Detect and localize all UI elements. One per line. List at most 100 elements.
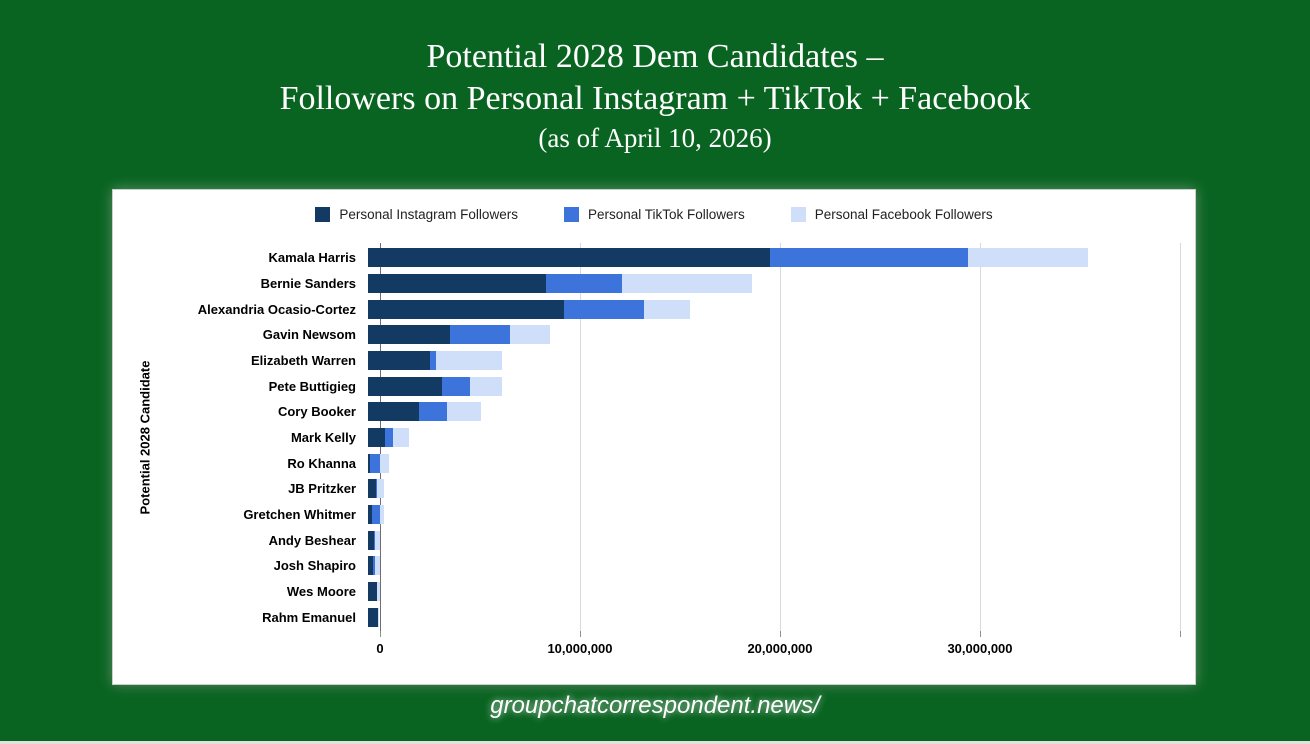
x-axis-tick-label: 10,000,000	[547, 641, 613, 656]
bar-segment-facebook	[375, 556, 380, 576]
bar-segment-facebook	[436, 351, 502, 371]
chart-row: Cory Booker	[113, 399, 1197, 425]
candidate-label: Pete Buttigieg	[268, 378, 356, 394]
candidate-label: Josh Shapiro	[273, 558, 356, 574]
bar-segment-instagram	[368, 274, 546, 293]
bar-segment-tiktok	[385, 428, 393, 448]
bar-segment-tiktok	[373, 530, 375, 550]
x-axis-tick	[580, 631, 581, 637]
candidate-label: Mark Kelly	[290, 430, 356, 446]
bar-segment-instagram	[368, 607, 378, 627]
bar-segment-instagram	[368, 530, 374, 550]
stacked-bar	[368, 582, 380, 602]
bar-segment-facebook	[622, 274, 752, 293]
bar-segment-instagram	[368, 582, 377, 602]
stacked-bar	[368, 453, 389, 473]
chart-row: JB Pritzker	[113, 476, 1197, 502]
vertical-gridline	[980, 243, 981, 631]
chart-legend: Personal Instagram Followers Personal Tik…	[113, 207, 1195, 222]
stacked-bar	[368, 402, 481, 422]
legend-label: Personal TikTok Followers	[587, 207, 745, 222]
vertical-gridline	[1180, 243, 1181, 631]
candidate-label: Wes Moore	[286, 584, 356, 600]
x-axis-tick-label: 20,000,000	[747, 641, 813, 656]
bar-segment-instagram	[368, 453, 370, 473]
stacked-bar	[368, 479, 384, 499]
bar-segment-instagram	[368, 428, 385, 448]
x-axis-tick	[780, 631, 781, 637]
chart-row: Josh Shapiro	[113, 553, 1197, 579]
legend-color-chip	[563, 207, 579, 222]
bar-segment-tiktok	[373, 556, 375, 576]
x-axis-tick-label: 0	[376, 641, 384, 656]
candidate-label: Gavin Newsom	[262, 327, 356, 343]
stacked-bar	[368, 376, 502, 396]
bar-segment-facebook	[447, 402, 481, 422]
bar-segment-tiktok	[430, 351, 436, 371]
legend-label: Personal Instagram Followers	[339, 207, 518, 222]
vertical-gridline	[780, 243, 781, 631]
plot-area: Kamala Harris Bernie Sanders Alexandria Oc…	[113, 243, 1197, 656]
candidate-label: Kamala Harris	[268, 250, 356, 266]
bar-segment-tiktok	[770, 248, 968, 268]
bar-segment-facebook	[968, 248, 1088, 268]
candidate-label: Ro Khanna	[287, 455, 356, 471]
chart-row: Pete Buttigieg	[113, 373, 1197, 399]
bar-segment-instagram	[368, 351, 430, 371]
chart-row: Kamala Harris	[113, 245, 1197, 271]
stacked-bar	[368, 351, 502, 371]
source-url: groupchatcorrespondent.news/	[490, 692, 820, 719]
bar-segment-facebook	[644, 299, 690, 319]
bar-segment-facebook	[377, 582, 380, 602]
candidate-label: Bernie Sanders	[260, 276, 356, 291]
bar-segment-facebook	[374, 530, 380, 550]
stacked-bar	[368, 428, 409, 448]
legend-color-chip	[315, 207, 331, 222]
bar-segment-facebook	[510, 325, 550, 345]
bar-segment-instagram	[368, 556, 373, 576]
title-line-2: Followers on Personal Instagram + TikTok…	[279, 80, 1031, 117]
bottom-edge-strip	[0, 741, 1310, 744]
chart-row: Andy Beshear	[113, 527, 1197, 553]
chart-row: Gretchen Whitmer	[113, 502, 1197, 528]
chart-panel: Personal Instagram Followers Personal Tik…	[112, 189, 1196, 685]
x-axis-tick	[980, 631, 981, 637]
candidate-label: Alexandria Ocasio-Cortez	[197, 301, 356, 317]
candidate-label: Andy Beshear	[268, 532, 356, 548]
bar-segment-facebook	[380, 453, 389, 473]
chart-title: Potential 2028 Dem Candidates – Follower…	[0, 36, 1310, 156]
bar-segment-instagram	[368, 299, 564, 319]
bar-segment-facebook	[377, 479, 384, 499]
chart-row: Ro Khanna	[113, 450, 1197, 476]
stacked-bar	[368, 530, 380, 550]
bar-segment-instagram	[368, 325, 450, 345]
chart-row: Alexandria Ocasio-Cortez	[113, 296, 1197, 322]
chart-row: Gavin Newsom	[113, 322, 1197, 348]
chart-row: Rahm Emanuel	[113, 604, 1197, 630]
bar-rows: Kamala Harris Bernie Sanders Alexandria Oc…	[113, 245, 1197, 630]
stacked-bar	[368, 325, 550, 345]
chart-row: Bernie Sanders	[113, 271, 1197, 297]
candidate-label: Rahm Emanuel	[262, 609, 356, 625]
candidate-label: Gretchen Whitmer	[243, 507, 356, 523]
candidate-label: Cory Booker	[277, 404, 356, 420]
title-line-1: Potential 2028 Dem Candidates –	[426, 38, 884, 75]
bar-segment-instagram	[368, 479, 376, 499]
stacked-bar	[368, 248, 1088, 268]
x-axis-tick	[1180, 631, 1181, 637]
bar-segment-tiktok	[564, 299, 644, 319]
bar-segment-tiktok	[546, 274, 622, 293]
bar-segment-instagram	[368, 248, 770, 268]
title-subtitle-date: (as of April 10, 2026)	[538, 123, 772, 153]
x-axis-tick-label: 30,000,000	[947, 641, 1013, 656]
chart-row: Wes Moore	[113, 579, 1197, 605]
bar-segment-facebook	[380, 505, 385, 525]
x-axis-tick	[380, 631, 381, 637]
bar-segment-facebook	[378, 607, 379, 627]
legend-label: Personal Facebook Followers	[814, 207, 993, 222]
bar-segment-tiktok	[372, 505, 381, 525]
stacked-bar	[368, 556, 380, 576]
stacked-bar	[368, 299, 690, 319]
legend-item: Personal TikTok Followers	[563, 207, 745, 222]
bar-segment-facebook	[393, 428, 409, 448]
